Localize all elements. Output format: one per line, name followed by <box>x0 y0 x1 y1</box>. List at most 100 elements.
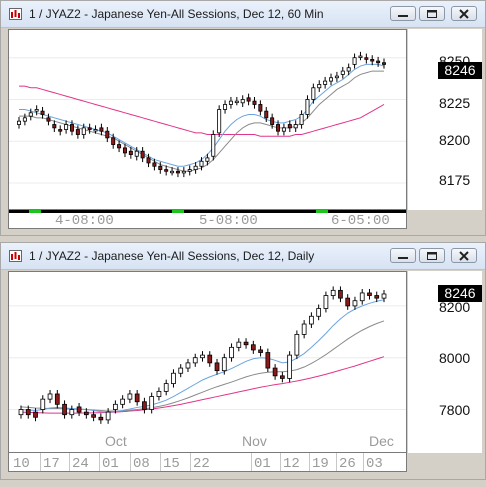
candle <box>309 312 314 328</box>
candle <box>299 110 304 129</box>
candle <box>81 123 86 139</box>
date-label: 03 <box>366 456 383 472</box>
candle <box>22 113 27 126</box>
price-plot-area[interactable]: Oct Nov Dec <box>8 271 407 453</box>
date-divider <box>69 453 70 471</box>
candle <box>338 286 343 303</box>
month-label: Dec <box>369 433 394 449</box>
candle <box>69 405 75 419</box>
y-tick-label: 8200 <box>439 132 471 148</box>
restore-icon <box>427 10 437 18</box>
date-label: 24 <box>72 456 89 472</box>
candle <box>240 95 245 107</box>
candle <box>140 147 145 163</box>
candle <box>352 53 357 69</box>
candle <box>287 351 292 383</box>
title-bar[interactable]: 1 / JYAZ2 - Japanese Yen-All Sessions, D… <box>1 1 485 28</box>
candle <box>111 133 116 149</box>
price-axis: 8250 8225 8200 8175 8246 <box>408 29 482 210</box>
candle <box>280 371 285 383</box>
moving-average-fast <box>20 299 385 413</box>
candle <box>46 113 51 126</box>
moving-average-mid <box>20 320 385 412</box>
candle <box>152 158 157 171</box>
time-label: 6-05:00 <box>331 213 390 229</box>
candle <box>346 63 351 76</box>
date-label: 22 <box>193 456 210 472</box>
candle <box>381 290 387 303</box>
candle <box>185 358 191 373</box>
candle <box>122 143 127 158</box>
candle <box>149 392 155 414</box>
candle <box>323 291 329 313</box>
date-label: 19 <box>312 456 329 472</box>
candle <box>120 395 125 409</box>
candle <box>33 408 38 422</box>
title-bar[interactable]: 1 / JYAZ2 - Japanese Yen-All Sessions, D… <box>1 243 485 270</box>
candle <box>228 96 233 109</box>
candle <box>127 390 133 404</box>
date-label: 10 <box>13 456 30 472</box>
maximize-button[interactable] <box>419 248 445 263</box>
moving-average-slow <box>20 356 385 414</box>
candle <box>305 95 310 119</box>
chart-window-daily: 1 / JYAZ2 - Japanese Yen-All Sessions, D… <box>0 242 486 480</box>
time-label: 5-08:00 <box>199 213 258 229</box>
moving-average-mid <box>19 70 384 172</box>
minimize-button[interactable] <box>390 6 416 21</box>
candle <box>170 167 175 176</box>
date-label: 17 <box>43 456 60 472</box>
date-label: 26 <box>339 456 356 472</box>
date-divider <box>280 453 281 471</box>
candle <box>40 106 45 119</box>
close-button[interactable] <box>451 248 477 263</box>
candle <box>214 358 220 375</box>
candle <box>25 405 31 419</box>
candle <box>192 353 198 367</box>
candle <box>358 51 363 61</box>
candle <box>287 120 292 133</box>
candle <box>229 343 234 362</box>
candle <box>52 120 57 133</box>
candle <box>382 58 386 69</box>
date-divider <box>309 453 310 471</box>
candle <box>243 338 249 349</box>
date-label: 12 <box>283 456 300 472</box>
candle <box>17 116 21 129</box>
date-divider <box>336 453 337 471</box>
candle <box>193 162 198 174</box>
restore-icon <box>427 252 437 260</box>
candle <box>69 120 74 136</box>
candle <box>316 304 322 321</box>
candle <box>34 105 39 116</box>
date-label: 15 <box>163 456 180 472</box>
candle <box>93 125 98 134</box>
last-price-marker: 8246 <box>438 62 482 79</box>
candle <box>187 165 192 176</box>
candle <box>258 100 263 116</box>
price-plot-area[interactable] <box>8 29 407 210</box>
candle <box>264 106 269 123</box>
close-button[interactable] <box>451 6 477 21</box>
maximize-button[interactable] <box>419 6 445 21</box>
candle <box>345 294 351 310</box>
candle <box>293 120 298 133</box>
candle <box>87 123 92 134</box>
window-title: 1 / JYAZ2 - Japanese Yen-All Sessions, D… <box>29 7 324 21</box>
candle <box>340 66 345 79</box>
candle <box>334 71 339 82</box>
date-axis: 10 17 24 01 08 15 22 01 12 19 26 03 <box>8 452 407 472</box>
date-label: 08 <box>133 456 150 472</box>
candle <box>370 55 375 66</box>
candle <box>317 80 322 92</box>
candle <box>105 127 110 143</box>
candle <box>199 157 204 171</box>
candle <box>128 147 133 159</box>
candle <box>311 83 316 104</box>
date-divider <box>190 453 191 471</box>
minimize-button[interactable] <box>390 248 416 263</box>
price-axis: 8200 8000 7800 8246 <box>408 271 482 453</box>
candle <box>171 369 176 388</box>
candle <box>330 286 336 300</box>
minimize-icon <box>398 15 408 17</box>
